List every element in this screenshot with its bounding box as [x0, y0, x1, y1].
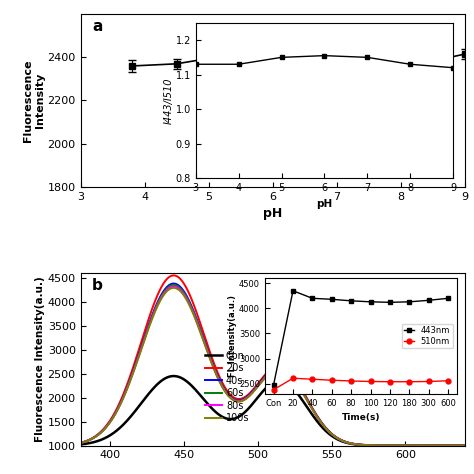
100s [335, 436, 340, 441]
60s [462, 443, 467, 448]
Legend: Con, 20s, 40s, 60s, 80s, 100s: Con, 20s, 40s, 60s, 80s, 100s [201, 347, 253, 427]
Con [305, 405, 310, 410]
20s [305, 396, 310, 402]
100s [462, 443, 467, 448]
Con [462, 443, 467, 448]
80s [335, 436, 340, 441]
100s [78, 440, 83, 446]
Line: 40s: 40s [81, 283, 465, 446]
100s [177, 288, 183, 293]
20s [462, 443, 467, 448]
80s [462, 443, 467, 448]
60s [171, 282, 176, 288]
20s [171, 273, 176, 278]
Y-axis label: Fluorescence Intensity(a.u.): Fluorescence Intensity(a.u.) [35, 276, 45, 442]
Line: 100s: 100s [81, 288, 465, 446]
Line: 60s: 60s [81, 285, 465, 446]
40s [177, 284, 183, 290]
Text: b: b [92, 278, 103, 293]
80s [305, 398, 310, 404]
Con [177, 374, 183, 380]
Con [146, 391, 151, 397]
40s [146, 322, 151, 328]
Line: 20s: 20s [81, 275, 465, 446]
80s [252, 387, 258, 392]
60s [252, 386, 258, 392]
20s [177, 276, 183, 282]
60s [367, 442, 373, 448]
20s [335, 435, 340, 441]
40s [367, 442, 373, 448]
60s [335, 436, 340, 441]
80s [78, 440, 83, 446]
100s [367, 443, 373, 448]
Line: Con: Con [81, 376, 465, 446]
60s [177, 285, 183, 291]
40s [252, 386, 258, 392]
100s [305, 399, 310, 404]
Con [171, 373, 176, 379]
40s [335, 435, 340, 441]
Con [78, 442, 83, 447]
60s [78, 440, 83, 446]
100s [171, 285, 176, 291]
80s [177, 286, 183, 292]
60s [146, 324, 151, 329]
X-axis label: pH: pH [263, 207, 282, 220]
40s [171, 281, 176, 286]
80s [146, 325, 151, 330]
20s [78, 440, 83, 446]
100s [252, 387, 258, 393]
20s [367, 442, 373, 448]
20s [146, 317, 151, 322]
Text: a: a [92, 19, 102, 35]
40s [78, 440, 83, 446]
Con [252, 398, 258, 404]
100s [146, 326, 151, 331]
Con [367, 443, 373, 448]
60s [305, 398, 310, 403]
80s [367, 443, 373, 448]
20s [252, 384, 258, 390]
Con [335, 437, 340, 442]
Line: 80s: 80s [81, 286, 465, 446]
80s [171, 283, 176, 289]
Y-axis label: Fluorescence
Intensity: Fluorescence Intensity [23, 59, 45, 142]
40s [462, 443, 467, 448]
40s [305, 397, 310, 403]
